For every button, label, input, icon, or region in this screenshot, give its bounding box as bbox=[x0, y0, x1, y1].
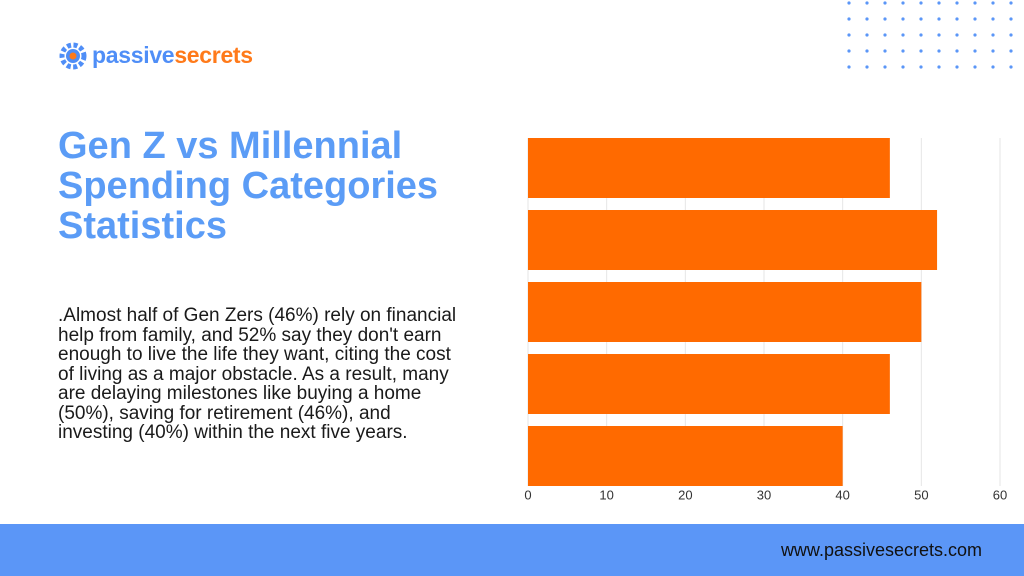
brand-part: secrets bbox=[174, 42, 253, 68]
x-tick-label: 0 bbox=[524, 487, 531, 502]
footer: www.passivesecrets.com bbox=[0, 524, 1024, 576]
brand: passivesecrets bbox=[92, 42, 253, 69]
bar bbox=[528, 282, 922, 342]
dot-pattern bbox=[846, 0, 1024, 76]
x-tick-label: 40 bbox=[835, 487, 849, 502]
title: Gen Z vs Millennial Spending Categories … bbox=[58, 125, 439, 247]
x-tick-label: 20 bbox=[678, 487, 692, 502]
x-tick-label: 50 bbox=[914, 487, 928, 502]
bar bbox=[528, 210, 938, 270]
logo-icon bbox=[59, 42, 87, 70]
bar bbox=[528, 354, 890, 414]
body-text: .Almost half of Gen Zers (46%) rely on f… bbox=[58, 305, 457, 443]
x-tick-label: 30 bbox=[757, 487, 771, 502]
bar bbox=[528, 138, 890, 198]
x-tick-label: 10 bbox=[599, 487, 613, 502]
website-link[interactable]: www.passivesecrets.com bbox=[780, 540, 982, 560]
bar bbox=[528, 426, 843, 486]
brand-part: passive bbox=[92, 42, 175, 68]
x-tick-label: 60 bbox=[993, 487, 1007, 502]
